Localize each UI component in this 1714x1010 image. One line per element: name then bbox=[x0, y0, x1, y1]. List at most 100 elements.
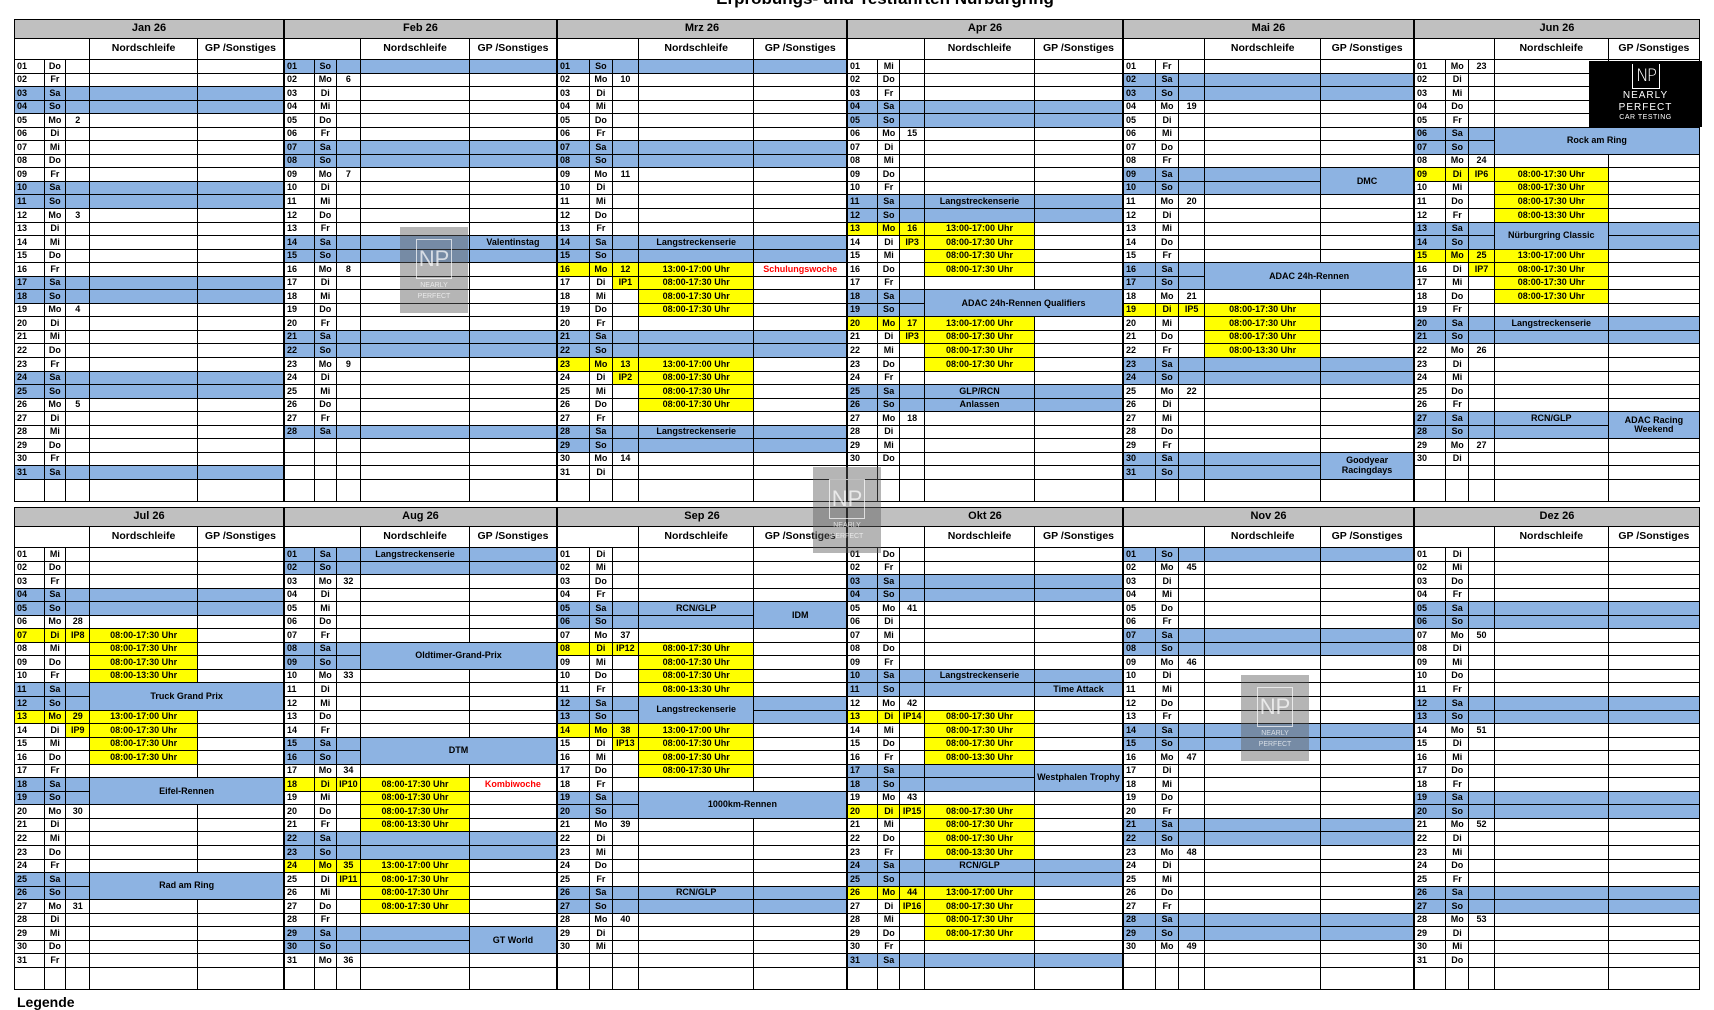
calendar-week: 48 bbox=[1179, 846, 1206, 860]
day-slot bbox=[1321, 791, 1414, 806]
calendar-week: 35 bbox=[336, 859, 362, 874]
calendar-week bbox=[900, 195, 925, 210]
event-entry: Langstreckenserie bbox=[638, 425, 755, 440]
day-date: 30 bbox=[1415, 452, 1447, 467]
day-weekday: Di bbox=[1446, 73, 1470, 88]
day-weekday: Di bbox=[314, 87, 337, 101]
empty-cell bbox=[361, 452, 470, 467]
day-slot bbox=[90, 127, 198, 142]
empty-cell bbox=[900, 967, 925, 990]
day-weekday: Fr bbox=[314, 127, 337, 142]
day-slot bbox=[1321, 439, 1414, 453]
day-slot bbox=[1035, 317, 1123, 331]
day-slot bbox=[754, 100, 847, 115]
day-date: 24 bbox=[15, 371, 45, 386]
calendar-week bbox=[612, 317, 639, 331]
day-slot bbox=[1608, 290, 1700, 304]
day-slot bbox=[197, 737, 284, 752]
day-weekday: So bbox=[44, 290, 67, 304]
day-slot bbox=[638, 832, 755, 847]
column-header-nordschleife: Nordschleife bbox=[1494, 39, 1609, 60]
column-header-nordschleife: Nordschleife bbox=[361, 527, 470, 548]
calendar-week bbox=[900, 656, 925, 670]
empty-cell bbox=[90, 967, 198, 990]
day-date: 16 bbox=[1415, 751, 1447, 765]
day-date: 15 bbox=[848, 737, 879, 752]
day-slot bbox=[197, 344, 284, 359]
day-weekday: Mi bbox=[878, 818, 901, 833]
calendar-week bbox=[900, 913, 925, 928]
calendar-week bbox=[1179, 764, 1206, 779]
watermark-text: PERFECT bbox=[1258, 741, 1292, 748]
empty-cell bbox=[558, 954, 590, 968]
day-slot bbox=[469, 575, 557, 589]
empty-cell bbox=[336, 452, 362, 467]
calendar-week bbox=[612, 832, 639, 847]
empty-cell bbox=[336, 439, 362, 453]
day-slot bbox=[469, 114, 557, 128]
day-slot bbox=[1205, 805, 1322, 819]
day-slot bbox=[754, 656, 847, 670]
month-header: Jun 26 bbox=[1415, 19, 1700, 39]
day-weekday: Mi bbox=[44, 642, 67, 657]
day-date: 03 bbox=[285, 87, 315, 101]
day-date: 17 bbox=[1124, 276, 1156, 291]
test-slot: 13:00-17:00 Uhr bbox=[638, 358, 755, 372]
day-weekday: Mi bbox=[1446, 561, 1470, 576]
day-slot bbox=[925, 602, 1035, 616]
calendar-week bbox=[1469, 236, 1495, 250]
day-slot bbox=[1494, 805, 1609, 819]
day-slot bbox=[1205, 818, 1322, 833]
day-slot bbox=[925, 697, 1035, 711]
calendar-week bbox=[66, 249, 91, 264]
event-entry: Valentinstag bbox=[469, 236, 557, 250]
day-slot bbox=[90, 276, 198, 291]
day-weekday: Mo bbox=[589, 724, 613, 738]
day-slot bbox=[1608, 195, 1700, 210]
day-date: 09 bbox=[1124, 656, 1156, 670]
calendar-week: 27 bbox=[1469, 439, 1495, 453]
calendar-week bbox=[612, 249, 639, 264]
day-slot bbox=[1494, 764, 1609, 779]
calendar-week: 2 bbox=[66, 114, 91, 128]
calendar-week bbox=[612, 697, 639, 711]
day-date: 31 bbox=[1124, 466, 1156, 480]
day-slot bbox=[754, 940, 847, 955]
day-weekday: Do bbox=[44, 249, 67, 264]
day-weekday: So bbox=[878, 873, 901, 887]
day-slot bbox=[638, 466, 755, 480]
day-slot bbox=[1494, 791, 1609, 806]
day-date: 28 bbox=[15, 425, 45, 440]
day-weekday: Mo bbox=[878, 602, 901, 616]
empty-cell bbox=[1608, 967, 1700, 990]
day-slot bbox=[361, 385, 470, 399]
day-slot bbox=[1608, 873, 1700, 887]
day-date: 11 bbox=[558, 195, 590, 210]
month-header: Dez 26 bbox=[1415, 507, 1700, 527]
day-weekday: Sa bbox=[878, 385, 901, 399]
day-date: 15 bbox=[558, 249, 590, 264]
day-slot bbox=[754, 913, 847, 928]
calendar-week bbox=[1469, 87, 1495, 101]
day-slot bbox=[469, 317, 557, 331]
day-weekday: Do bbox=[44, 940, 67, 955]
day-date: 26 bbox=[1415, 398, 1447, 413]
day-date: 27 bbox=[848, 900, 879, 914]
test-slot: 08:00-17:30 Uhr bbox=[638, 276, 755, 291]
empty-cell bbox=[1608, 479, 1700, 502]
day-weekday: Sa bbox=[878, 669, 901, 684]
day-date: 14 bbox=[285, 236, 315, 250]
day-weekday: Mi bbox=[44, 737, 67, 752]
day-weekday: Sa bbox=[314, 927, 337, 941]
logo-line-2: PERFECT bbox=[1618, 102, 1673, 113]
day-slot bbox=[1035, 859, 1123, 874]
day-slot bbox=[754, 642, 847, 657]
day-slot bbox=[1321, 629, 1414, 643]
day-weekday: Di bbox=[44, 412, 67, 426]
calendar-week bbox=[66, 656, 91, 670]
day-slot bbox=[1205, 737, 1322, 752]
day-date: 29 bbox=[1124, 927, 1156, 941]
day-date: 04 bbox=[848, 588, 879, 603]
day-date: 29 bbox=[15, 927, 45, 941]
day-slot bbox=[197, 642, 284, 657]
